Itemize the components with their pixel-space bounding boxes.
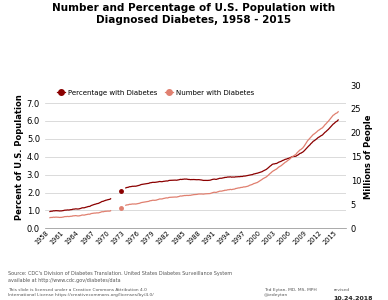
Text: revised: revised xyxy=(334,288,350,292)
Text: Number and Percentage of U.S. Population with
Diagnosed Diabetes, 1958 - 2015: Number and Percentage of U.S. Population… xyxy=(52,3,336,25)
Text: Source: CDC's Division of Diabetes Translation. United States Diabetes Surveilla: Source: CDC's Division of Diabetes Trans… xyxy=(8,272,232,283)
Text: 10.24.2018: 10.24.2018 xyxy=(334,296,373,300)
Legend: Percentage with Diabetes, Number with Diabetes: Percentage with Diabetes, Number with Di… xyxy=(54,87,257,99)
Text: Ted Eytan, MD, MS, MPH
@tedeytan: Ted Eytan, MD, MS, MPH @tedeytan xyxy=(264,288,317,297)
Y-axis label: Percent of U.S. Population: Percent of U.S. Population xyxy=(15,94,24,220)
Y-axis label: Millions of People: Millions of People xyxy=(364,115,373,199)
Text: This slide is licensed under a Creative Commons Attribution 4.0
International Li: This slide is licensed under a Creative … xyxy=(8,288,154,297)
